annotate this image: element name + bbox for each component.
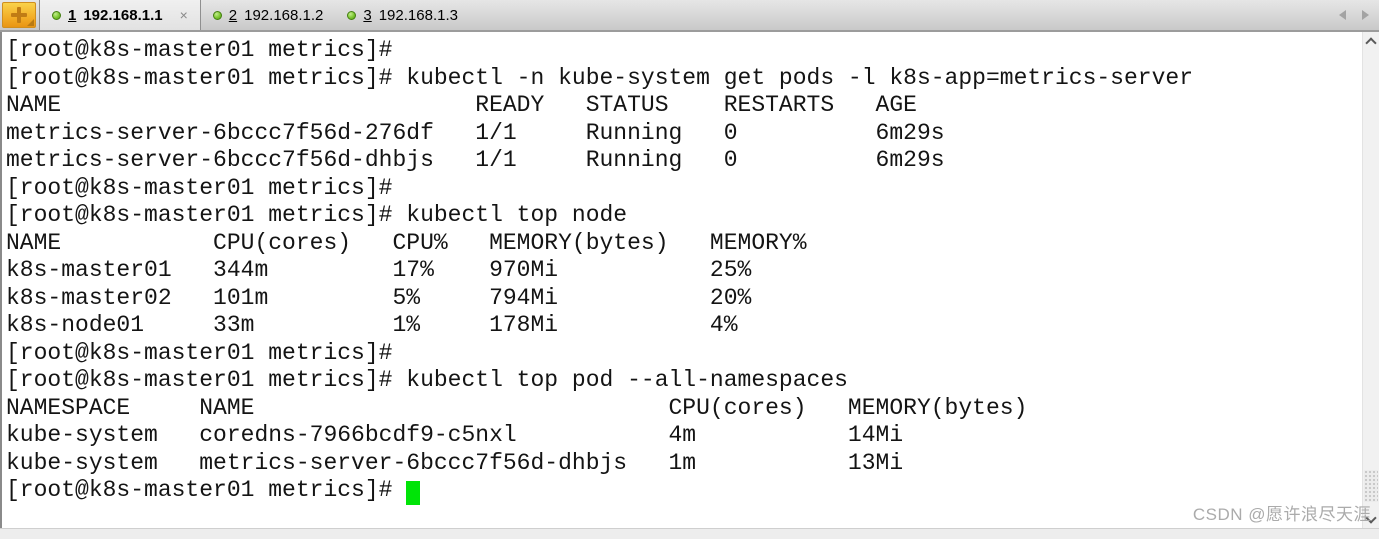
tab-number: 2 — [228, 6, 238, 24]
scrollbar-thumb[interactable] — [1364, 470, 1378, 502]
chevron-up-icon[interactable] — [1365, 37, 1377, 49]
terminal[interactable]: [root@k8s-master01 metrics]# [root@k8s-m… — [0, 32, 1362, 528]
horizontal-scrollbar[interactable] — [0, 528, 1379, 539]
tab-label: 192.168.1.3 — [378, 6, 458, 24]
connection-status-icon — [52, 10, 61, 20]
tab-label: 192.168.1.2 — [244, 6, 324, 24]
tab-scroll-right-icon[interactable] — [1362, 10, 1369, 20]
terminal-cursor — [406, 481, 421, 505]
connection-status-icon — [212, 10, 222, 20]
tab-number: 3 — [363, 6, 372, 24]
prompt-text: [root@k8s-master01 metrics]# — [6, 477, 407, 503]
corner-fold-decoration — [27, 19, 34, 26]
plus-icon — [11, 7, 27, 23]
tab-192-168-1-3[interactable]: 3 192.168.1.3 — [335, 0, 470, 30]
terminal-prompt-line: [root@k8s-master01 metrics]# — [2, 477, 1362, 505]
chevron-down-icon[interactable] — [1365, 512, 1377, 524]
close-tab-icon[interactable]: × — [179, 7, 188, 23]
tab-scroll-left-icon[interactable] — [1339, 10, 1346, 20]
tab-scroll-controls — [1339, 0, 1379, 30]
tab-bar: 1 192.168.1.1 × 2 192.168.1.2 3 192.168.… — [0, 0, 1379, 32]
tab-label: 192.168.1.1 — [83, 6, 163, 24]
tab-192-168-1-2[interactable]: 2 192.168.1.2 — [201, 0, 336, 30]
new-tab-button[interactable] — [2, 2, 36, 28]
vertical-scrollbar[interactable] — [1362, 32, 1379, 528]
tab-192-168-1-1[interactable]: 1 192.168.1.1 × — [39, 0, 201, 30]
connection-status-icon — [347, 10, 357, 20]
terminal-output: [root@k8s-master01 metrics]# [root@k8s-m… — [6, 37, 1193, 476]
tab-number: 1 — [68, 6, 77, 24]
